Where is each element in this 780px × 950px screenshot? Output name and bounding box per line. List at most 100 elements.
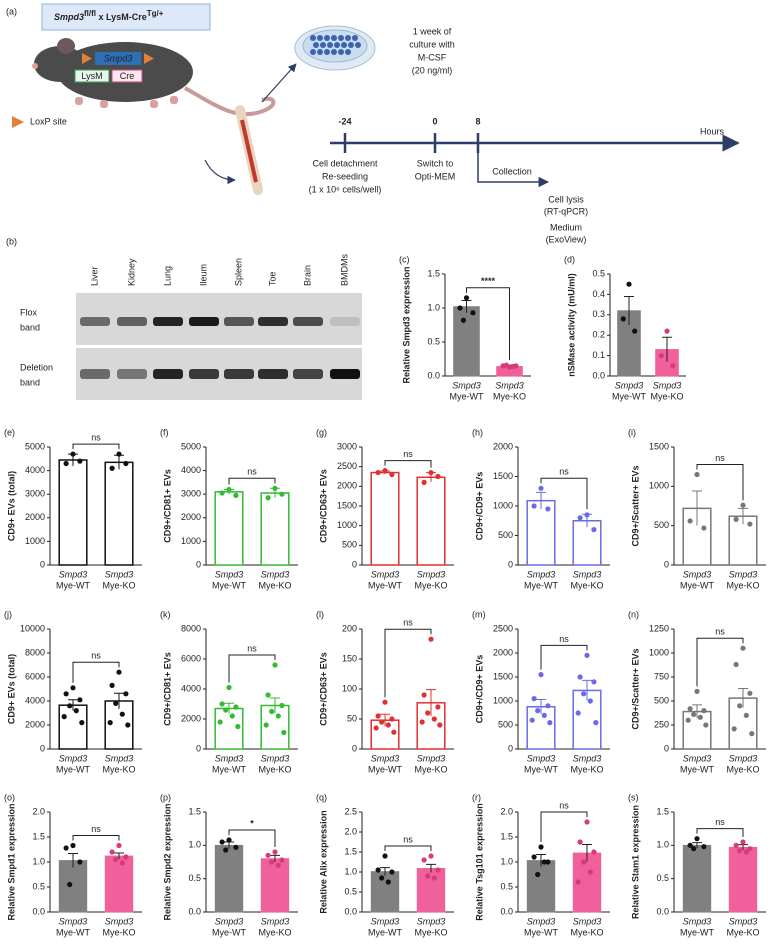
panel-label: (e) — [4, 427, 15, 437]
significance-bracket — [72, 661, 120, 683]
data-point — [575, 879, 581, 885]
y-axis-label: Relative Tsg101 expression — [474, 803, 484, 920]
x-tick-label: Smpd3 — [105, 753, 134, 763]
y-axis-label: Relative Smpd1 expression — [6, 803, 16, 920]
band — [153, 369, 183, 379]
data-point — [77, 697, 83, 703]
x-tick-label: Mye-WT — [524, 927, 558, 937]
significance-label: ns — [247, 467, 257, 477]
data-point — [435, 473, 441, 480]
data-point — [584, 512, 590, 518]
data-point — [743, 849, 749, 855]
x-tick-label: Smpd3 — [371, 569, 400, 579]
significance-label: ns — [91, 824, 101, 834]
data-point — [531, 854, 537, 860]
x-tick-label: Mye-KO — [570, 927, 603, 937]
data-point — [77, 458, 83, 464]
x-tick-label: Mye-KO — [570, 580, 603, 590]
significance-label: ns — [715, 817, 725, 827]
data-point — [119, 860, 125, 866]
cell — [317, 49, 323, 55]
data-point — [531, 503, 537, 509]
error-bar — [536, 854, 546, 867]
cell — [324, 35, 330, 41]
cell — [348, 42, 354, 48]
error-bar — [68, 699, 78, 711]
data-point — [113, 700, 119, 707]
data-point — [116, 451, 122, 457]
x-tick-label: Smpd3 — [683, 753, 712, 763]
x-tick-label: Smpd3 — [371, 916, 400, 926]
data-point — [269, 708, 275, 715]
data-point — [73, 708, 79, 714]
data-point — [63, 845, 69, 851]
y-tick-label: 1.0 — [344, 866, 357, 876]
y-tick-label: 0.0 — [427, 370, 440, 380]
x-tick-label: Mye-KO — [414, 927, 447, 937]
y-tick-label: 10000 — [20, 623, 45, 633]
data-point — [379, 875, 385, 881]
y-axis-label: CD9+/Scatter+ EVs — [630, 648, 640, 729]
panel-label: (j) — [4, 609, 12, 619]
data-point — [701, 844, 707, 850]
bar — [682, 844, 712, 913]
x-tick-label: Mye-WT — [56, 927, 90, 937]
panel-label: (f) — [160, 427, 169, 437]
panel-label: (o) — [4, 792, 15, 802]
data-point — [223, 847, 229, 853]
data-point — [535, 708, 541, 714]
significance-label: **** — [481, 276, 496, 286]
error-bar — [270, 854, 280, 862]
gene-box — [95, 52, 141, 65]
data-point — [219, 839, 225, 845]
title: Smpd3fl/fl x LysM-CreTg/+ — [54, 9, 164, 23]
y-tick-label: 100 — [342, 683, 357, 693]
y-axis-label: Relative Smpd2 expression — [162, 803, 172, 920]
cell — [334, 42, 340, 48]
x-tick-label: Smpd3 — [261, 753, 290, 763]
data-point — [123, 460, 129, 467]
x-tick-label: Smpd3 — [729, 569, 758, 579]
significance-label: ns — [403, 618, 413, 628]
data-point — [223, 707, 229, 713]
data-point — [591, 527, 597, 533]
data-point — [658, 353, 664, 359]
data-point — [272, 485, 278, 491]
panel-label: (a) — [6, 6, 17, 16]
y-tick-label: 250 — [654, 719, 669, 729]
y-tick-label: 150 — [342, 653, 357, 663]
significance-label: ns — [91, 432, 101, 442]
data-point — [233, 492, 239, 498]
x-tick-label: Smpd3 — [729, 753, 758, 763]
data-point — [687, 842, 693, 848]
x-tick-label: Smpd3 — [59, 753, 88, 763]
y-tick-label: 4000 — [181, 683, 201, 693]
mouse-head — [34, 46, 86, 82]
x-tick-label: Smpd3 — [729, 916, 758, 926]
lane-label: Toe — [267, 271, 277, 286]
data-point — [437, 722, 443, 728]
panel-label: (i) — [628, 427, 636, 437]
cell — [320, 42, 326, 48]
y-tick-label: 0.5 — [344, 886, 357, 896]
y-tick-label: 500 — [342, 540, 357, 550]
x-tick-label: Mye-KO — [102, 764, 135, 774]
data-point — [733, 661, 739, 668]
bar — [260, 858, 290, 913]
y-axis-label: CD9+ EVs (total) — [6, 654, 16, 724]
error-bar — [68, 853, 78, 868]
significance-label: ns — [559, 800, 569, 810]
lane-label: Spleen — [233, 258, 243, 286]
data-point — [235, 723, 241, 730]
x-tick-label: Smpd3 — [615, 380, 644, 390]
significance-bracket — [384, 460, 432, 468]
x-tick-label: Smpd3 — [105, 916, 134, 926]
y-tick-label: 0.5 — [32, 881, 45, 891]
data-point — [435, 867, 441, 873]
data-point — [385, 879, 391, 885]
data-point — [737, 703, 743, 709]
panel-label: (n) — [628, 609, 639, 619]
x-tick-label: Mye-WT — [56, 764, 90, 774]
mouse-leg — [75, 97, 83, 105]
